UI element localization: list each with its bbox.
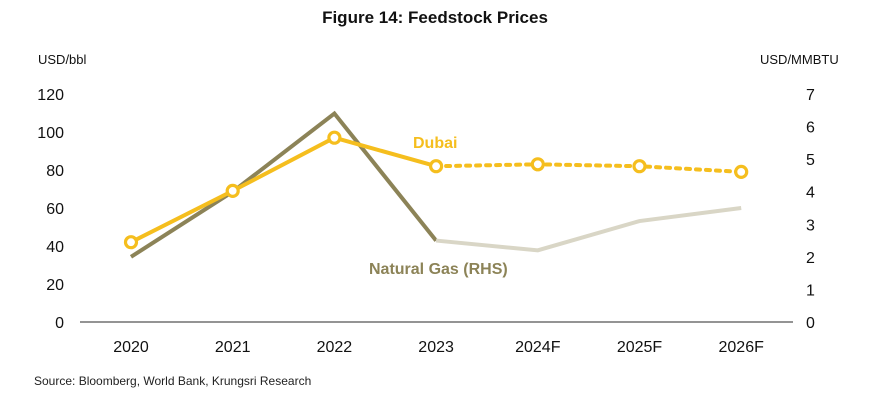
x-tick-label: 2023 xyxy=(418,339,454,356)
y-right-tick-label: 2 xyxy=(806,250,815,267)
dubai-point xyxy=(734,164,749,179)
dubai-point xyxy=(225,183,240,198)
y-left-tick-label: 0 xyxy=(55,315,64,332)
natural-gas-forecast-line xyxy=(435,206,742,253)
y-left-tick-label: 120 xyxy=(37,87,64,104)
dubai-point xyxy=(123,235,139,250)
y-right-tick-label: 7 xyxy=(806,87,815,104)
y-left-tick-label: 20 xyxy=(46,277,64,294)
x-tick-label: 2026F xyxy=(719,339,765,356)
y-right-tick-label: 1 xyxy=(806,282,815,299)
y-right-tick-label: 0 xyxy=(806,315,815,332)
natural-gas-series-label: Natural Gas (RHS) xyxy=(369,261,508,278)
dubai-actual-line xyxy=(130,135,437,244)
y-left-tick-label: 80 xyxy=(46,163,64,180)
chart-title: Figure 14: Feedstock Prices xyxy=(322,8,548,27)
dubai-point xyxy=(632,159,647,174)
y-right-tick-label: 5 xyxy=(806,152,815,169)
y-left-tick-label: 60 xyxy=(46,201,64,218)
y-left-axis-label: USD/bbl xyxy=(38,52,87,67)
y-right-tick-label: 3 xyxy=(806,217,815,234)
dubai-series-label: Dubai xyxy=(413,135,457,152)
x-tick-label: 2022 xyxy=(317,339,353,356)
y-left-tick-label: 40 xyxy=(46,239,64,256)
dubai-point xyxy=(327,130,342,145)
y-right-tick-label: 6 xyxy=(806,120,815,137)
natural-gas-actual-line xyxy=(129,110,438,259)
y-right-tick-label: 4 xyxy=(806,185,815,202)
x-tick-label: 2024F xyxy=(515,339,561,356)
x-tick-label: 2025F xyxy=(617,339,663,356)
x-tick-label: 2021 xyxy=(215,339,251,356)
x-tick-label: 2020 xyxy=(113,339,149,356)
dubai-point xyxy=(429,159,444,174)
dubai-forecast-line xyxy=(434,162,744,174)
y-left-tick-label: 100 xyxy=(37,125,64,142)
y-right-axis-label: USD/MMBTU xyxy=(760,52,839,67)
dubai-point xyxy=(530,157,545,172)
source-note: Source: Bloomberg, World Bank, Krungsri … xyxy=(34,374,312,388)
